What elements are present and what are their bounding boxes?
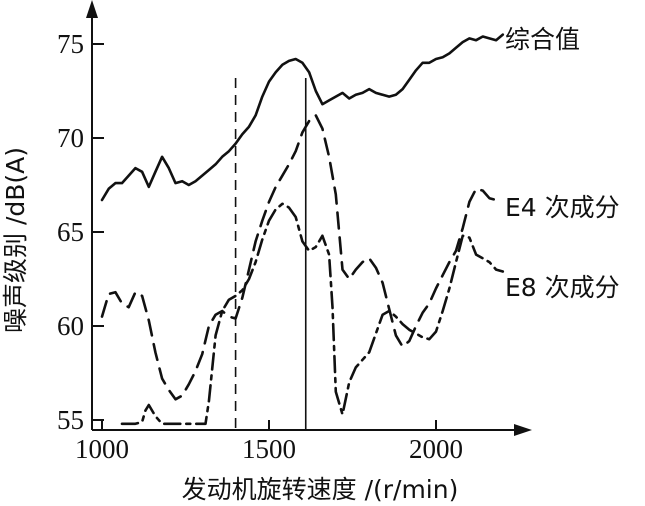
y-tick-label: 75: [57, 29, 84, 59]
series-label: E4 次成分: [505, 193, 620, 222]
reference-lines: [234, 78, 307, 430]
x-axis-arrow-icon: [514, 424, 532, 436]
series-label: E8 次成分: [505, 273, 620, 302]
x-tick-label: 1000: [75, 434, 129, 464]
y-tick-label: 55: [57, 405, 84, 435]
axis-ticks: 55 60 65 70 75 1000 1500 2000: [57, 29, 463, 464]
series-lines: [100, 33, 505, 426]
y-axis-arrow-icon: [86, 0, 98, 18]
y-tick-label: 60: [57, 311, 84, 341]
x-tick-label: 1500: [242, 434, 296, 464]
series-line-overall: [100, 33, 505, 202]
x-axis-title: 发动机旋转速度 /(r/min): [182, 475, 459, 504]
y-tick-label: 65: [57, 217, 84, 247]
y-axis-title: 噪声级别 /dB(A): [1, 147, 30, 333]
series-label: 综合值: [505, 25, 580, 54]
y-tick-label: 70: [57, 123, 84, 153]
series-line-e8: [120, 202, 505, 426]
series-labels: 综合值 E4 次成分 E8 次成分: [505, 25, 620, 302]
x-tick-label: 2000: [409, 434, 463, 464]
